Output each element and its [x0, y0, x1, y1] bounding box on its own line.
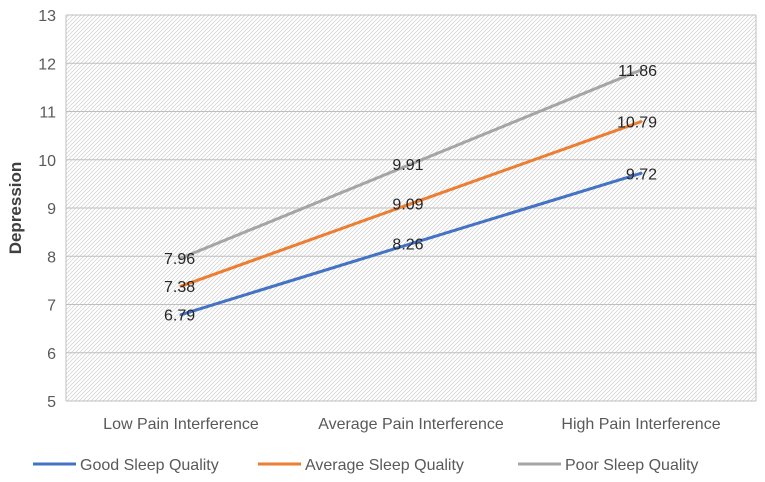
y-tick-label: 9	[47, 201, 56, 218]
legend: Good Sleep Quality Average Sleep Quality P…	[33, 457, 698, 474]
data-label: 7.38	[164, 279, 195, 296]
data-label: 11.86	[618, 63, 657, 80]
x-tick-label: Low Pain Interference	[103, 416, 259, 433]
y-tick-label: 8	[47, 249, 56, 266]
y-axis-label: Depression	[6, 162, 25, 255]
data-label: 6.79	[164, 308, 195, 325]
gridlines	[65, 14, 757, 402]
series-line	[179, 171, 643, 317]
legend-label: Poor Sleep Quality	[565, 457, 698, 474]
legend-label: Average Sleep Quality	[305, 457, 464, 474]
data-label: 9.09	[392, 197, 423, 214]
data-label: 10.79	[617, 115, 657, 132]
data-label: 9.72	[626, 166, 657, 183]
y-tick-label: 12	[38, 56, 56, 73]
legend-label: Good Sleep Quality	[80, 457, 219, 474]
y-tick-label: 6	[47, 346, 56, 363]
y-tick-label: 10	[38, 153, 56, 170]
y-axis-tick-labels: 5 6 7 8 9 10 11 12 13	[38, 8, 56, 411]
series-line	[179, 68, 643, 260]
series-lines	[179, 68, 643, 317]
data-label: 9.91	[392, 157, 423, 174]
y-tick-label: 5	[47, 394, 56, 411]
x-axis-tick-labels: Low Pain Interference Average Pain Interf…	[103, 416, 721, 433]
y-tick-label: 7	[47, 298, 56, 315]
x-tick-label: Average Pain Interference	[318, 416, 504, 433]
data-label: 8.26	[392, 237, 423, 254]
x-tick-label: High Pain Interference	[561, 416, 720, 433]
series-line	[179, 120, 643, 288]
data-labels: 6.79 8.26 9.72 7.38 9.09 10.79 7.96 9.91 11.86	[164, 63, 657, 325]
y-tick-label: 13	[38, 8, 56, 25]
data-label: 7.96	[164, 251, 195, 268]
y-tick-label: 11	[39, 105, 56, 122]
